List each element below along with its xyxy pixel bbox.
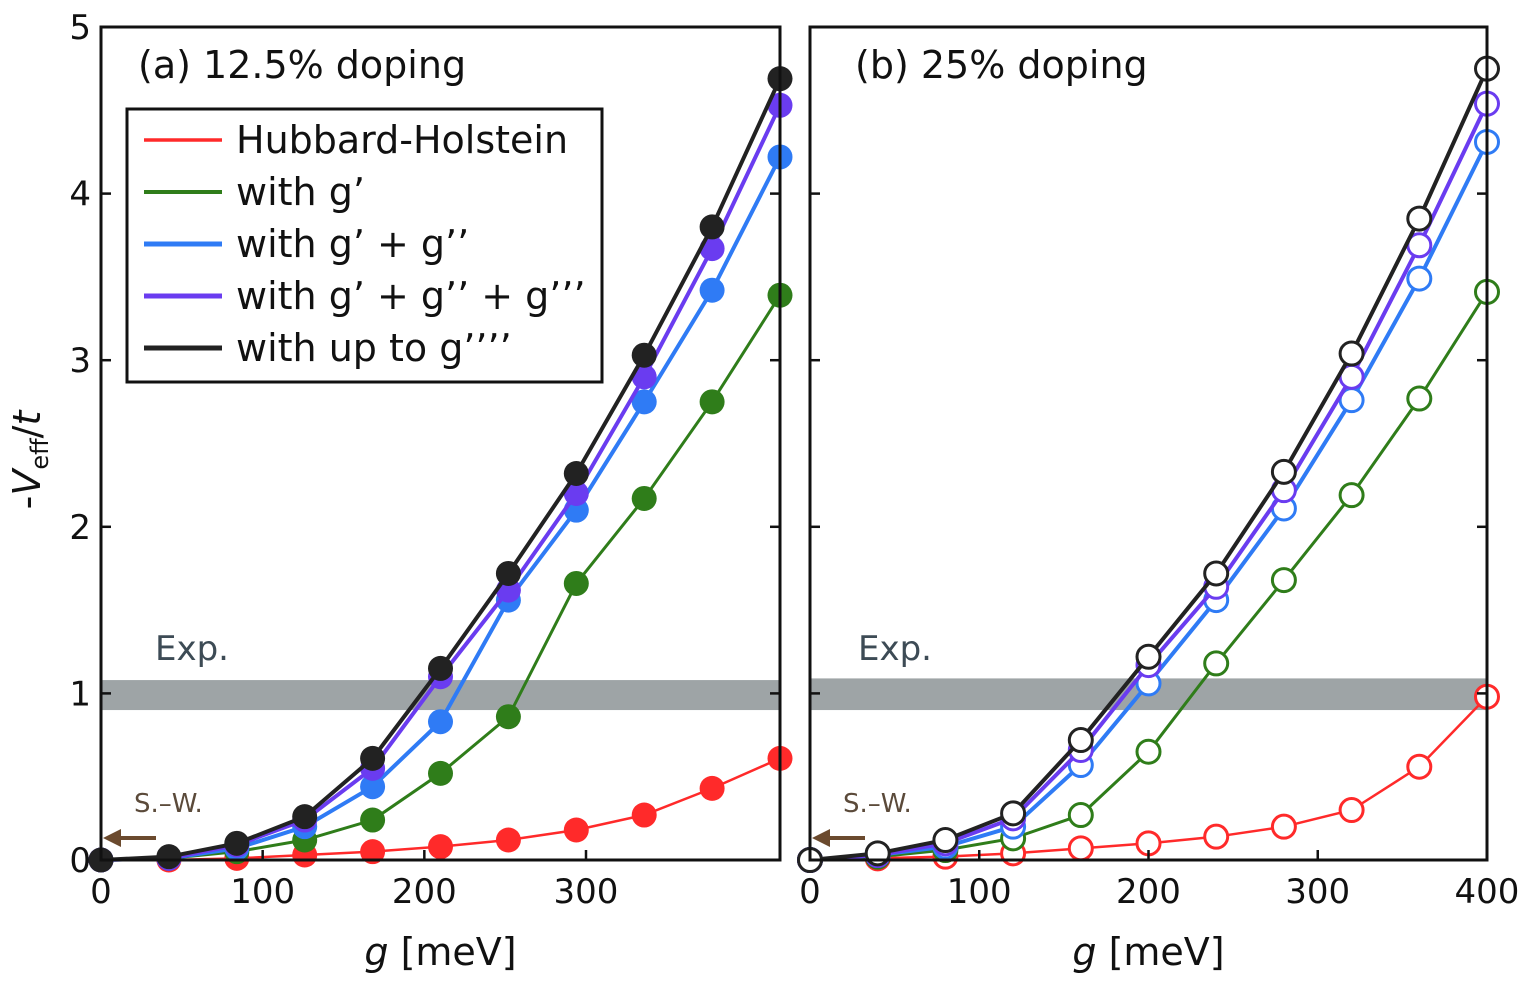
exp-label: Exp. — [155, 629, 229, 669]
data-point-g1 — [495, 704, 521, 730]
x-tick-label: 200 — [392, 872, 457, 912]
data-point-g4 — [224, 830, 250, 856]
data-point-g4 — [495, 560, 521, 586]
plot-frame — [99, 25, 782, 862]
data-point-g1 — [631, 485, 657, 511]
data-point-g2 — [631, 389, 657, 415]
data-point-hh — [360, 839, 386, 865]
x-axis-label-var: g — [364, 930, 388, 974]
y-tick-label: 4 — [69, 175, 91, 215]
data-point-g4 — [699, 214, 725, 240]
data-point-g4 — [1270, 458, 1297, 485]
data-point-g1 — [428, 760, 453, 786]
data-point-g4 — [428, 655, 453, 681]
data-point-g4 — [1135, 643, 1162, 670]
data-point-g2 — [699, 277, 725, 303]
sw-label: S.–W. — [843, 789, 912, 819]
x-tick-label: 300 — [1285, 872, 1350, 912]
data-point-hh — [1203, 823, 1230, 850]
data-point-hh — [495, 827, 521, 853]
data-point-g1 — [563, 570, 589, 596]
x-axis-label-unit: [meV] — [1097, 930, 1225, 974]
legend-label-g4: with up to g’’’’ — [236, 326, 512, 370]
data-point-g1 — [1135, 738, 1162, 765]
plot-frame — [808, 25, 1489, 862]
data-point-hh — [1338, 797, 1365, 824]
x-tick-label: 300 — [554, 872, 619, 912]
legend-label-g1: with g’ — [236, 170, 365, 214]
legend-label-g2: with g’ + g’’ — [236, 222, 469, 266]
x-axis-label: g [meV] — [364, 930, 516, 974]
data-point-hh — [1067, 835, 1094, 862]
data-point-g4 — [1406, 205, 1433, 232]
data-point-g1 — [1270, 567, 1297, 594]
data-point-g4 — [631, 342, 657, 368]
x-tick-label: 200 — [1116, 872, 1181, 912]
data-point-g1 — [360, 807, 386, 833]
data-point-hh — [1406, 753, 1433, 780]
data-point-g4 — [932, 827, 959, 854]
x-tick-label: 100 — [230, 872, 295, 912]
x-tick-label: 100 — [947, 872, 1012, 912]
legend-label-g3: with g’ + g’’ + g’’’ — [236, 274, 586, 318]
data-point-g1 — [1406, 385, 1433, 412]
x-axis-label: g [meV] — [1072, 930, 1224, 974]
x-tick-label: 400 — [1455, 872, 1520, 912]
data-point-g4 — [1000, 800, 1027, 827]
data-point-g2 — [1406, 265, 1433, 292]
y-tick-label: 1 — [69, 674, 91, 714]
data-point-g1 — [1338, 482, 1365, 509]
data-point-hh — [428, 834, 453, 860]
legend-label-hh: Hubbard-Holstein — [236, 118, 568, 162]
data-point-g4 — [563, 460, 589, 486]
data-point-g4 — [156, 844, 182, 870]
sw-arrow-head — [103, 829, 121, 847]
data-point-g1 — [1067, 802, 1094, 829]
data-point-g3 — [631, 364, 657, 390]
data-point-g1 — [699, 389, 725, 415]
data-point-g3 — [563, 480, 589, 506]
panel-b: Exp. S.–W. 0 100 200 300 400 g [meV] (b) 25% dop… — [797, 25, 1520, 974]
data-point-g4 — [292, 804, 318, 830]
sw-label: S.–W. — [134, 789, 203, 819]
data-point-g2 — [360, 774, 386, 800]
data-point-g4 — [360, 745, 386, 771]
data-point-g4 — [1338, 340, 1365, 367]
data-point-g2 — [428, 709, 453, 735]
y-tick-label: 5 — [69, 8, 91, 48]
y-tick-label: 2 — [69, 508, 91, 548]
sw-arrow-head — [812, 829, 830, 847]
y-tick-label: 3 — [69, 341, 91, 381]
panel-title: (a) 12.5% doping — [138, 43, 466, 87]
x-tick-label: 0 — [799, 872, 821, 912]
x-axis-label-unit: [meV] — [389, 930, 517, 974]
data-point-g4 — [1067, 727, 1094, 754]
data-point-hh — [631, 802, 657, 828]
panel-a: Exp. S.–W. 0 1 2 3 4 5 0 100 200 300 g [meV] (a) 12.5… — [69, 8, 793, 974]
data-point-hh — [699, 775, 725, 801]
data-point-hh — [563, 817, 589, 843]
series-line-g1 — [809, 291, 1489, 862]
legend: Hubbard-Holstein with g’ with g’ + g’’ with… — [125, 107, 604, 384]
x-axis-label-var: g — [1072, 930, 1096, 974]
panel-title: (b) 25% doping — [855, 43, 1148, 87]
exp-label: Exp. — [858, 629, 932, 669]
x-tick-label: 0 — [90, 872, 112, 912]
data-point-g1 — [1203, 650, 1230, 677]
y-axis-label: -Veff/t — [5, 409, 54, 510]
data-point-g4 — [1203, 560, 1230, 587]
data-point-hh — [1270, 813, 1297, 840]
y-tick-label: 0 — [69, 841, 91, 881]
